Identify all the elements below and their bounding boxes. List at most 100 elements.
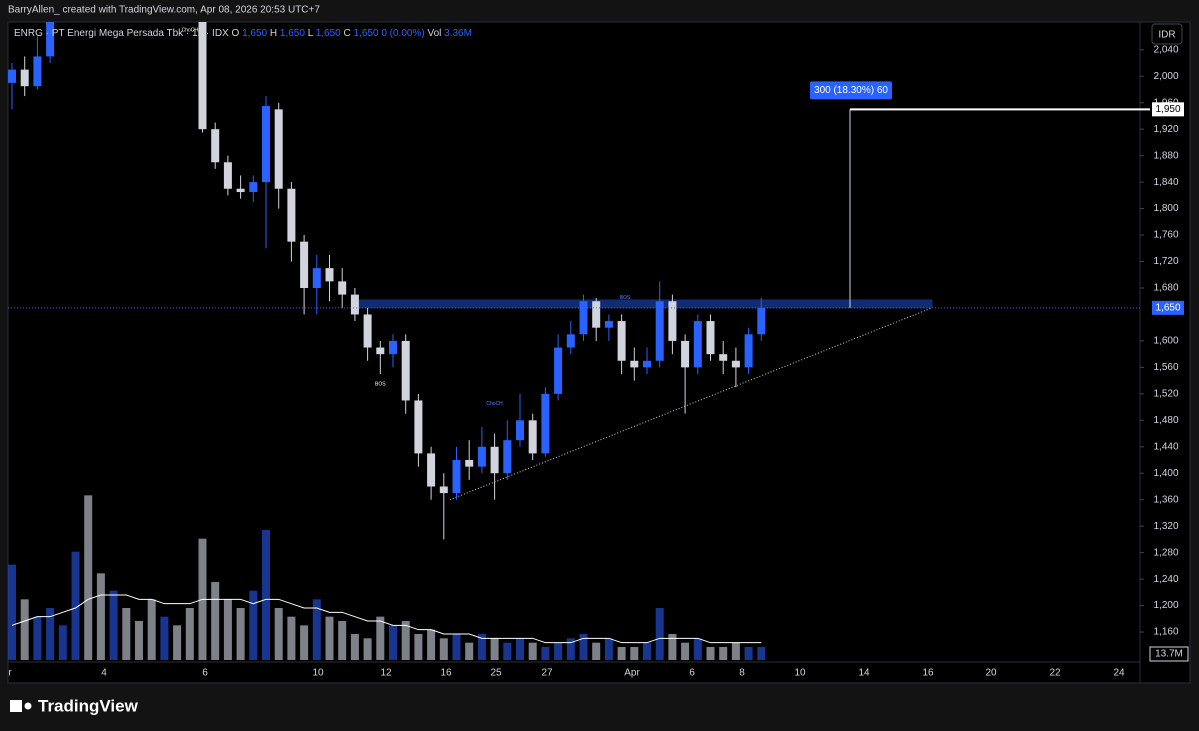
y-tick-label: 1,920 [1153,124,1178,135]
x-tick-label: r [8,668,12,679]
candle-body [274,109,283,189]
y-tick-label: 1,520 [1153,388,1178,399]
candle-body [579,301,588,335]
x-tick-label: 16 [922,668,934,679]
y-tick-label: 1,240 [1153,574,1178,585]
volume-bar [681,642,690,660]
candle-body [731,360,740,368]
volume-bar [147,599,156,660]
candle-body [325,268,334,282]
volume-tag-label: 13.7M [1155,649,1183,660]
candle-body [693,321,702,368]
volume-bar [414,634,423,660]
volume-bar [173,625,182,660]
candle-body [604,321,613,328]
volume-bar [452,634,461,660]
legend-key: L [308,28,314,39]
currency[interactable]: IDR [1158,30,1175,41]
y-tick-label: 2,000 [1153,71,1178,82]
measure-label-box [810,81,892,100]
candle-body [389,340,397,355]
volume-bar [617,647,626,660]
candle-body [401,340,410,401]
series: BOS ChoCH BOS ChoCH [8,22,933,660]
annotation: ChoCH [182,27,199,33]
volume-bar [274,608,283,660]
volume-bar [84,495,93,660]
volume-bar [300,625,309,660]
volume-ma [11,594,762,644]
volume-bar [465,642,474,660]
volume-bar [668,634,677,660]
x-tick-label: 4 [101,668,107,679]
volume-bar [33,616,42,660]
y-tick-label: 1,560 [1153,362,1178,373]
legend-value: 1,650 [242,28,267,39]
annotation: BOS [375,381,386,387]
candle-body [363,314,372,348]
volume-bar [744,647,753,660]
volume-bar [262,530,270,660]
volume-bar [579,634,588,660]
footer-logo: TradingView [38,696,139,715]
target-tag-label: 1,950 [1155,104,1180,115]
legend-key: C [344,28,351,39]
y-tick-label: 1,200 [1153,600,1178,611]
volume-bar [8,564,16,660]
volume-bar [592,642,601,660]
candle-body [262,106,270,183]
volume-bar [528,642,537,660]
y-tick-label: 1,400 [1153,468,1178,479]
zone [354,299,933,309]
annotation: ChoCH [486,401,503,407]
volume-bar [554,642,563,660]
trendline [449,307,933,501]
candle-body [249,182,258,193]
candle-body [33,56,42,87]
measure-label: 300 (18.30%) 60 [814,85,888,96]
candle-body [668,301,677,341]
x-tick-label: 12 [380,668,392,679]
x-tick-label: 20 [985,668,997,679]
x-tick-label: 6 [202,668,208,679]
y-tick-label: 1,320 [1153,521,1178,532]
candle-body [8,69,16,83]
candle-body [566,334,575,348]
candle-body [350,294,359,315]
y-tick-label: 1,280 [1153,547,1178,558]
volume-bar [439,638,448,660]
volume-tag [1149,646,1189,662]
legend-value: 1,650 [354,28,379,39]
x-tick-label: 24 [1113,668,1125,679]
volume-bar [122,608,131,660]
y-tick-label: 1,480 [1153,415,1178,426]
volume-bar [757,647,766,660]
last-price-tag-label: 1,650 [1155,302,1180,313]
candle-body [439,486,448,494]
x-tick-label: 6 [689,668,695,679]
volume-bar [401,621,410,660]
volume-bar [249,590,258,660]
legend-change: 0 (0.00%) [381,28,424,39]
volume-bar [490,638,499,660]
target-tag [1152,102,1184,117]
x-tick-label: 16 [440,668,452,679]
volume-bar [655,608,664,660]
x-tick-label: Apr [624,668,640,679]
volume-bar [185,608,194,660]
y-tick-label: 1,720 [1153,256,1178,267]
volume-bar [731,642,740,660]
y-tick-label: 2,040 [1153,44,1178,55]
volume-bar [20,599,29,660]
currency-box[interactable] [1151,23,1183,45]
y-tick-label: 1,680 [1153,283,1178,294]
candle-body [376,347,385,355]
volume-bar [160,616,169,660]
y-tick-label: 1,160 [1153,627,1178,638]
x-tick-label: 10 [312,668,324,679]
candle-body [592,301,601,328]
logo [10,700,32,712]
legend-vol-key: Vol [427,28,441,39]
candle-body [477,446,486,467]
